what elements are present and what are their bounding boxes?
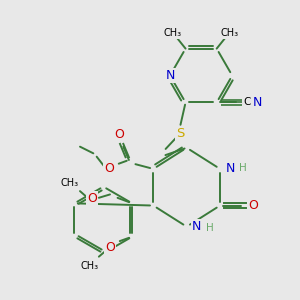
Text: O: O [248, 199, 258, 212]
Text: O: O [105, 241, 115, 254]
Text: N: N [192, 220, 201, 233]
Text: H: H [206, 223, 213, 233]
Text: CH₃: CH₃ [221, 28, 239, 38]
Text: C: C [243, 98, 250, 107]
Text: O: O [104, 162, 114, 176]
Text: O: O [87, 192, 97, 206]
Text: N: N [253, 96, 262, 109]
Text: N: N [225, 162, 235, 176]
Text: S: S [176, 127, 184, 140]
Text: O: O [114, 128, 124, 141]
Text: CH₃: CH₃ [61, 178, 79, 188]
Text: N: N [165, 69, 175, 82]
Text: CH₃: CH₃ [163, 28, 181, 38]
Text: CH₃: CH₃ [81, 261, 99, 271]
Text: H: H [239, 163, 247, 173]
